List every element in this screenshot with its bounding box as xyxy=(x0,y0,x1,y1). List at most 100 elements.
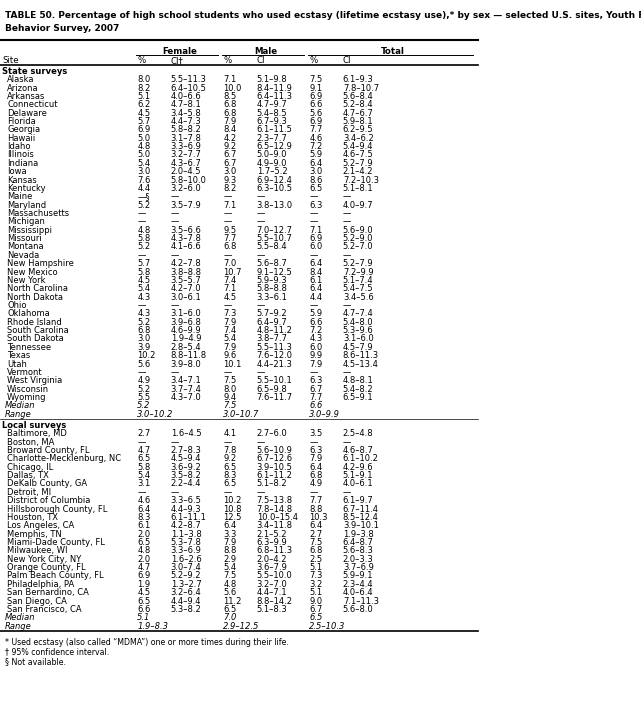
Text: 8.8–11.8: 8.8–11.8 xyxy=(171,351,207,360)
Text: 6.4–11.3: 6.4–11.3 xyxy=(257,92,293,101)
Text: —: — xyxy=(137,438,146,446)
Text: 3.0: 3.0 xyxy=(137,334,151,343)
Text: 7.9: 7.9 xyxy=(310,359,322,369)
Text: 6.1: 6.1 xyxy=(310,276,322,285)
Text: 5.2–7.9: 5.2–7.9 xyxy=(343,259,374,268)
Text: —: — xyxy=(137,251,146,260)
Text: 7.6–11.7: 7.6–11.7 xyxy=(257,393,293,402)
Text: 6.2–9.5: 6.2–9.5 xyxy=(343,125,374,134)
Text: 3.9–6.8: 3.9–6.8 xyxy=(171,318,201,326)
Text: 6.1–9.3: 6.1–9.3 xyxy=(343,76,374,84)
Text: 6.9–12.4: 6.9–12.4 xyxy=(257,175,293,185)
Text: 3.1–6.0: 3.1–6.0 xyxy=(171,309,201,318)
Text: 5.3–7.8: 5.3–7.8 xyxy=(171,538,201,547)
Text: 3.5: 3.5 xyxy=(310,429,322,438)
Text: Michigan: Michigan xyxy=(7,217,45,226)
Text: 4.5: 4.5 xyxy=(137,276,151,285)
Text: 8.5: 8.5 xyxy=(223,92,237,101)
Text: 3.2–6.0: 3.2–6.0 xyxy=(171,184,201,193)
Text: 5.6: 5.6 xyxy=(137,359,151,369)
Text: Site: Site xyxy=(3,56,19,65)
Text: Boston, MA: Boston, MA xyxy=(7,438,54,446)
Text: —: — xyxy=(343,368,351,377)
Text: 6.8: 6.8 xyxy=(223,100,237,109)
Text: 5.6–8.0: 5.6–8.0 xyxy=(343,605,374,614)
Text: 7.7: 7.7 xyxy=(310,496,323,505)
Text: —: — xyxy=(171,251,179,260)
Text: 10.8: 10.8 xyxy=(223,505,242,513)
Text: 9.5: 9.5 xyxy=(223,225,237,235)
Text: 6.8: 6.8 xyxy=(310,471,323,480)
Text: —: — xyxy=(343,217,351,226)
Text: Hillsborough County, FL: Hillsborough County, FL xyxy=(7,505,108,513)
Text: 6.8: 6.8 xyxy=(223,242,237,252)
Text: Texas: Texas xyxy=(7,351,30,360)
Text: 4.1: 4.1 xyxy=(223,429,237,438)
Text: 4.0–6.6: 4.0–6.6 xyxy=(171,92,201,101)
Text: 6.0: 6.0 xyxy=(310,342,322,352)
Text: —: — xyxy=(171,368,179,377)
Text: Arizona: Arizona xyxy=(7,84,39,92)
Text: 5.5–11.3: 5.5–11.3 xyxy=(171,76,206,84)
Text: 4.8–11.2: 4.8–11.2 xyxy=(257,326,293,335)
Text: 7.8: 7.8 xyxy=(223,446,237,455)
Text: 4.8: 4.8 xyxy=(137,546,151,555)
Text: 6.3–9.9: 6.3–9.9 xyxy=(257,538,288,547)
Text: 5.4–8.2: 5.4–8.2 xyxy=(343,385,374,393)
Text: Kentucky: Kentucky xyxy=(7,184,46,193)
Text: 2.1–5.2: 2.1–5.2 xyxy=(257,529,287,539)
Text: CI: CI xyxy=(257,56,265,65)
Text: 6.7: 6.7 xyxy=(310,385,323,393)
Text: 7.1: 7.1 xyxy=(223,76,237,84)
Text: 6.9: 6.9 xyxy=(310,234,322,243)
Text: 6.1–10.2: 6.1–10.2 xyxy=(343,454,379,463)
Text: 4.7: 4.7 xyxy=(137,446,151,455)
Text: Nevada: Nevada xyxy=(7,251,40,260)
Text: 5.6: 5.6 xyxy=(310,108,322,118)
Text: 8.5–12.4: 8.5–12.4 xyxy=(343,513,379,522)
Text: 6.3: 6.3 xyxy=(310,201,323,209)
Text: 7.7: 7.7 xyxy=(223,234,237,243)
Text: 5.7: 5.7 xyxy=(137,117,151,126)
Text: 3.5–8.2: 3.5–8.2 xyxy=(171,471,201,480)
Text: —: — xyxy=(171,438,179,446)
Text: 8.2: 8.2 xyxy=(137,84,151,92)
Text: 4.7–9.7: 4.7–9.7 xyxy=(257,100,288,109)
Text: 5.1: 5.1 xyxy=(137,613,151,622)
Text: 6.4: 6.4 xyxy=(310,462,322,472)
Text: 6.3: 6.3 xyxy=(310,376,323,385)
Text: CI†: CI† xyxy=(171,56,183,65)
Text: 2.5: 2.5 xyxy=(310,555,322,563)
Text: 9.4: 9.4 xyxy=(223,393,237,402)
Text: —: — xyxy=(257,209,265,218)
Text: 2.9: 2.9 xyxy=(223,555,237,563)
Text: 5.5–10.1: 5.5–10.1 xyxy=(257,376,292,385)
Text: 5.8–8.8: 5.8–8.8 xyxy=(257,284,288,293)
Text: 7.0: 7.0 xyxy=(223,259,237,268)
Text: —: — xyxy=(171,192,179,201)
Text: 5.4: 5.4 xyxy=(137,158,151,168)
Text: 2.3–4.4: 2.3–4.4 xyxy=(343,579,374,589)
Text: 9.2: 9.2 xyxy=(223,454,237,463)
Text: 6.0: 6.0 xyxy=(310,242,322,252)
Text: 3.2: 3.2 xyxy=(310,579,322,589)
Text: 6.4: 6.4 xyxy=(310,284,322,293)
Text: 7.5: 7.5 xyxy=(223,571,237,580)
Text: —: — xyxy=(223,438,231,446)
Text: —: — xyxy=(137,209,146,218)
Text: 5.8: 5.8 xyxy=(137,462,151,472)
Text: Utah: Utah xyxy=(7,359,27,369)
Text: —: — xyxy=(310,301,318,310)
Text: 7.0–12.7: 7.0–12.7 xyxy=(257,225,293,235)
Text: 4.4–7.3: 4.4–7.3 xyxy=(171,117,201,126)
Text: 8.2: 8.2 xyxy=(223,184,237,193)
Text: Illinois: Illinois xyxy=(7,150,34,159)
Text: § Not available.: § Not available. xyxy=(4,656,66,666)
Text: 3.9: 3.9 xyxy=(137,342,151,352)
Text: 5.1: 5.1 xyxy=(137,92,151,101)
Text: —: — xyxy=(310,488,318,497)
Text: 4.5–13.4: 4.5–13.4 xyxy=(343,359,379,369)
Text: %: % xyxy=(223,56,231,65)
Text: —: — xyxy=(223,209,231,218)
Text: —: — xyxy=(171,217,179,226)
